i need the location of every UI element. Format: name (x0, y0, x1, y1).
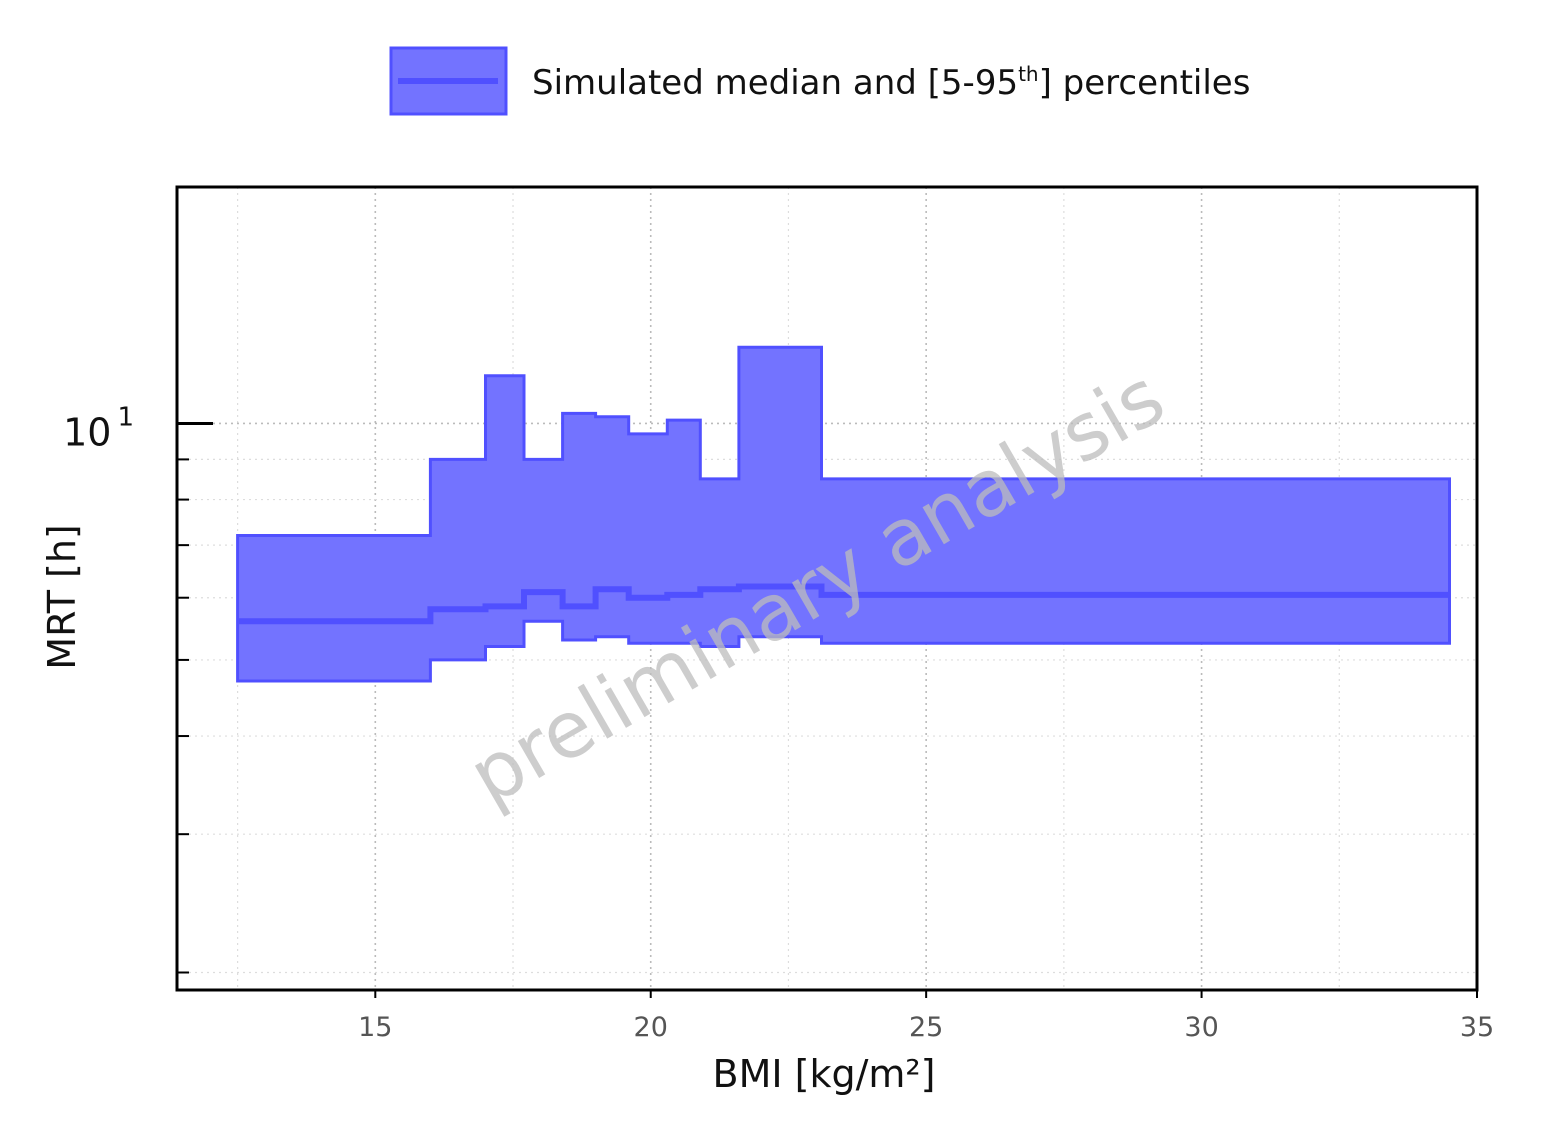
percentile-band-area (236, 345, 1451, 683)
x-tick-label: 30 (1184, 1012, 1218, 1043)
legend-label-superscript: th (1018, 62, 1039, 86)
y-tick-label: 10 1 (63, 402, 134, 454)
legend: Simulated median and [5-95th] percentile… (389, 46, 1250, 116)
y-axis-label: MRT [h] (40, 524, 84, 669)
median-step-line (237, 583, 1450, 625)
y-axis-ticks: 10 1 (63, 186, 213, 974)
plot-frame (175, 185, 1479, 992)
x-tick-label: 25 (909, 1012, 943, 1043)
x-axis-ticks: 15 20 25 30 35 (358, 990, 1494, 1043)
percentile-band (236, 345, 1451, 683)
median-line (237, 583, 1450, 625)
legend-label: Simulated median and [5-95th] percentile… (532, 62, 1250, 103)
x-tick-label: 15 (358, 1012, 392, 1043)
plot-area: preliminary analysis 15 20 25 30 35 10 1 (63, 185, 1494, 1043)
x-tick-label: 20 (634, 1012, 668, 1043)
x-tick-label: 35 (1460, 1012, 1494, 1043)
x-axis-label: BMI [kg/m²] (713, 1052, 936, 1096)
